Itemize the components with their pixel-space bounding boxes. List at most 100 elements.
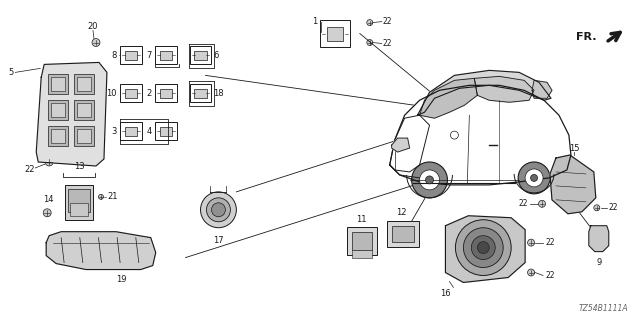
- Bar: [155, 46, 177, 64]
- Bar: [48, 100, 68, 120]
- Bar: [48, 74, 68, 94]
- Polygon shape: [445, 216, 525, 283]
- Text: 22: 22: [545, 271, 554, 280]
- Circle shape: [538, 200, 545, 207]
- Bar: [159, 51, 172, 60]
- Circle shape: [420, 170, 440, 190]
- Circle shape: [367, 20, 372, 26]
- Bar: [77, 129, 91, 143]
- Circle shape: [451, 131, 458, 139]
- Bar: [68, 189, 90, 212]
- Bar: [189, 84, 211, 102]
- Text: 6: 6: [214, 51, 219, 60]
- Bar: [48, 126, 68, 146]
- Bar: [387, 221, 419, 247]
- Polygon shape: [36, 62, 107, 166]
- Text: 18: 18: [214, 89, 224, 98]
- Polygon shape: [589, 226, 609, 252]
- Circle shape: [456, 220, 511, 276]
- Text: 10: 10: [106, 89, 117, 98]
- Bar: [70, 203, 88, 216]
- Circle shape: [471, 236, 495, 260]
- Circle shape: [463, 228, 503, 268]
- Text: 19: 19: [116, 276, 126, 284]
- Bar: [77, 103, 91, 117]
- Text: 22: 22: [383, 39, 392, 48]
- Bar: [159, 89, 172, 98]
- Bar: [327, 27, 343, 41]
- Bar: [352, 232, 372, 250]
- Polygon shape: [417, 70, 551, 115]
- Polygon shape: [420, 78, 477, 118]
- Circle shape: [45, 158, 53, 166]
- Polygon shape: [392, 138, 410, 152]
- Circle shape: [527, 269, 534, 276]
- Bar: [125, 51, 137, 60]
- Circle shape: [527, 239, 534, 246]
- Text: 15: 15: [569, 144, 579, 153]
- Text: 22: 22: [383, 17, 392, 26]
- Bar: [195, 51, 207, 60]
- Polygon shape: [550, 155, 596, 214]
- Text: 16: 16: [440, 289, 451, 299]
- Text: 11: 11: [356, 215, 367, 224]
- Text: 4: 4: [147, 127, 152, 136]
- Bar: [120, 46, 142, 64]
- Bar: [320, 20, 350, 47]
- Text: 21: 21: [107, 192, 117, 201]
- Polygon shape: [390, 85, 571, 185]
- Bar: [51, 103, 65, 117]
- Bar: [159, 127, 172, 136]
- Bar: [195, 89, 207, 98]
- Circle shape: [207, 198, 230, 222]
- Circle shape: [594, 205, 600, 211]
- Bar: [392, 226, 413, 242]
- Circle shape: [99, 194, 104, 199]
- Text: 3: 3: [111, 127, 117, 136]
- Circle shape: [211, 203, 225, 217]
- Bar: [125, 89, 137, 98]
- Text: 20: 20: [88, 22, 98, 31]
- Bar: [352, 250, 372, 258]
- Bar: [74, 100, 94, 120]
- Bar: [120, 122, 142, 140]
- Text: 22: 22: [518, 199, 528, 208]
- Bar: [120, 84, 142, 102]
- Text: 22: 22: [24, 165, 35, 174]
- Text: 7: 7: [147, 51, 152, 60]
- Circle shape: [367, 40, 372, 45]
- Polygon shape: [474, 76, 534, 102]
- Circle shape: [518, 162, 550, 194]
- Circle shape: [426, 176, 433, 184]
- Text: 9: 9: [596, 258, 602, 267]
- Bar: [189, 46, 211, 64]
- Circle shape: [477, 242, 489, 253]
- Text: 1: 1: [312, 17, 317, 26]
- Text: 14: 14: [43, 195, 53, 204]
- Bar: [155, 84, 177, 102]
- Polygon shape: [390, 115, 429, 172]
- Bar: [51, 77, 65, 91]
- Polygon shape: [532, 80, 552, 98]
- Text: 5: 5: [9, 68, 14, 77]
- Bar: [51, 129, 65, 143]
- Text: 2: 2: [147, 89, 152, 98]
- Text: 22: 22: [609, 203, 618, 212]
- Circle shape: [525, 169, 543, 187]
- Text: TZ54B1111A: TZ54B1111A: [579, 304, 628, 313]
- Bar: [74, 74, 94, 94]
- Bar: [347, 227, 377, 255]
- Text: 8: 8: [111, 51, 117, 60]
- Bar: [74, 126, 94, 146]
- Bar: [77, 77, 91, 91]
- Text: 12: 12: [396, 208, 407, 217]
- Circle shape: [200, 192, 236, 228]
- Bar: [65, 185, 93, 220]
- Circle shape: [531, 174, 538, 181]
- Text: 22: 22: [545, 238, 554, 247]
- Text: 13: 13: [74, 163, 84, 172]
- Text: FR.: FR.: [576, 32, 596, 42]
- Bar: [125, 127, 137, 136]
- Circle shape: [92, 38, 100, 46]
- Circle shape: [44, 209, 51, 217]
